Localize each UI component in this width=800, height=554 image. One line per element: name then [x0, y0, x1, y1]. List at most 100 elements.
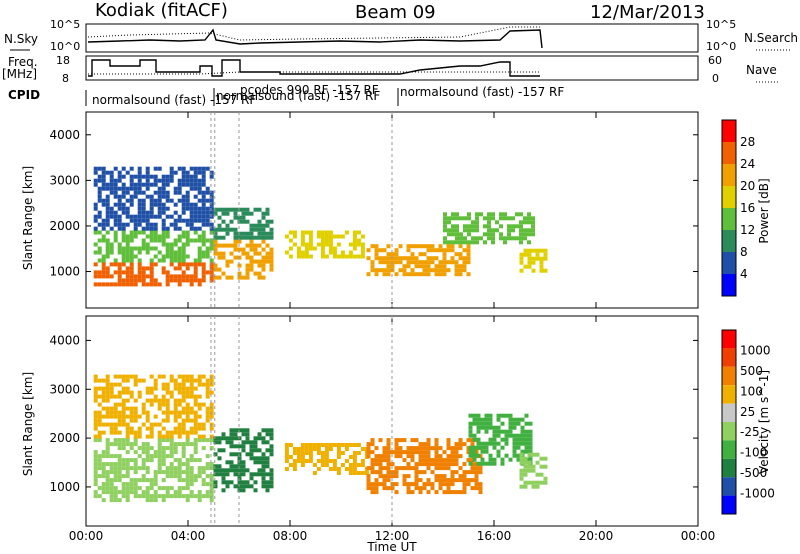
heatmap-cell	[101, 226, 106, 231]
heatmap-cell	[109, 394, 114, 399]
heatmap-cell	[125, 238, 130, 243]
heatmap-cell	[105, 246, 110, 251]
heatmap-cell	[157, 258, 162, 263]
heatmap-cell	[173, 474, 178, 479]
heatmap-cell	[193, 274, 198, 279]
heatmap-cell	[129, 442, 134, 447]
heatmap-cell	[197, 458, 202, 463]
heatmap-cell	[284, 455, 289, 459]
heatmap-cell	[422, 442, 427, 447]
heatmap-cell	[129, 426, 134, 431]
x-tick-label: 16:00	[477, 529, 512, 543]
heatmap-cell	[253, 448, 258, 453]
heatmap-cell	[249, 235, 254, 240]
heatmap-cell	[113, 402, 118, 407]
heatmap-cell	[177, 414, 182, 419]
heatmap-cell	[475, 228, 479, 233]
heatmap-cell	[173, 386, 178, 391]
heatmap-cell	[479, 236, 483, 241]
heatmap-cell	[165, 226, 170, 231]
heatmap-cell	[209, 390, 214, 395]
heatmap-cell	[249, 239, 254, 244]
heatmap-cell	[446, 486, 451, 491]
heatmap-cell	[201, 174, 206, 179]
heatmap-cell	[129, 186, 134, 191]
heatmap-cell	[193, 474, 198, 479]
heatmap-cell	[374, 482, 379, 487]
heatmap-cell	[189, 410, 194, 415]
heatmap-cell	[233, 255, 238, 260]
heatmap-cell	[133, 274, 138, 279]
heatmap-cell	[125, 482, 130, 487]
heatmap-cell	[141, 406, 146, 411]
heatmap-cell	[193, 426, 198, 431]
heatmap-cell	[519, 268, 524, 273]
heatmap-cell	[352, 459, 357, 463]
heatmap-cell	[125, 170, 130, 175]
heatmap-cell	[93, 386, 98, 391]
heatmap-cell	[117, 394, 122, 399]
heatmap-cell	[225, 223, 230, 228]
heatmap-cell	[93, 202, 98, 207]
heatmap-cell	[478, 486, 483, 491]
heatmap-cell	[189, 418, 194, 423]
heatmap-cell	[332, 467, 337, 471]
velocity-ylabel: Slant Range [km]	[21, 372, 35, 476]
heatmap-cell	[165, 410, 170, 415]
heatmap-cell	[161, 226, 166, 231]
heatmap-cell	[296, 246, 301, 251]
heatmap-cell	[402, 438, 407, 443]
heatmap-cell	[308, 451, 313, 455]
heatmap-cell	[221, 271, 226, 276]
heatmap-cell	[145, 386, 150, 391]
heatmap-cell	[169, 454, 174, 459]
heatmap-cell	[101, 222, 106, 227]
colorbar-frame	[721, 329, 737, 515]
heatmap-cell	[109, 262, 114, 267]
heatmap-cell	[443, 220, 447, 225]
x-tick-label: 00:00	[681, 529, 716, 543]
heatmap-cell	[125, 234, 130, 239]
heatmap-cell	[386, 474, 391, 479]
heatmap-cell	[93, 454, 98, 459]
heatmap-cell	[93, 394, 98, 399]
heatmap-cell	[129, 238, 134, 243]
y-tick-label: 3000	[49, 173, 80, 187]
heatmap-cell	[145, 454, 150, 459]
heatmap-cell	[466, 248, 471, 253]
heatmap-cell	[209, 374, 214, 379]
heatmap-cell	[348, 455, 353, 459]
heatmap-cell	[197, 498, 202, 503]
heatmap-cell	[93, 274, 98, 279]
heatmap-cell	[121, 258, 126, 263]
heatmap-cell	[378, 470, 383, 475]
heatmap-cell	[472, 453, 477, 458]
heatmap-cell	[474, 478, 479, 483]
heatmap-cell	[213, 267, 218, 272]
heatmap-cell	[145, 174, 150, 179]
heatmap-cell	[189, 470, 194, 475]
heatmap-cell	[137, 266, 142, 271]
heatmap-cell	[386, 268, 391, 273]
heatmap-cell	[189, 374, 194, 379]
heatmap-cell	[265, 219, 270, 224]
heatmap-cell	[512, 445, 517, 450]
heatmap-cell	[185, 194, 190, 199]
heatmap-cell	[320, 246, 325, 251]
heatmap-cell	[476, 441, 481, 446]
heatmap-cell	[480, 421, 485, 426]
heatmap-cell	[185, 442, 190, 447]
heatmap-cell	[165, 194, 170, 199]
heatmap-cell	[253, 480, 258, 485]
heatmap-cell	[366, 256, 371, 261]
freq-panel-frame	[85, 55, 699, 81]
heatmap-cell	[93, 262, 98, 267]
heatmap-cell	[173, 250, 178, 255]
heatmap-cell	[121, 486, 126, 491]
heatmap-cell	[378, 454, 383, 459]
heatmap-cell	[165, 234, 170, 239]
heatmap-cell	[101, 166, 106, 171]
heatmap-cell	[233, 247, 238, 252]
heatmap-cell	[165, 278, 170, 283]
heatmap-cell	[462, 248, 467, 253]
